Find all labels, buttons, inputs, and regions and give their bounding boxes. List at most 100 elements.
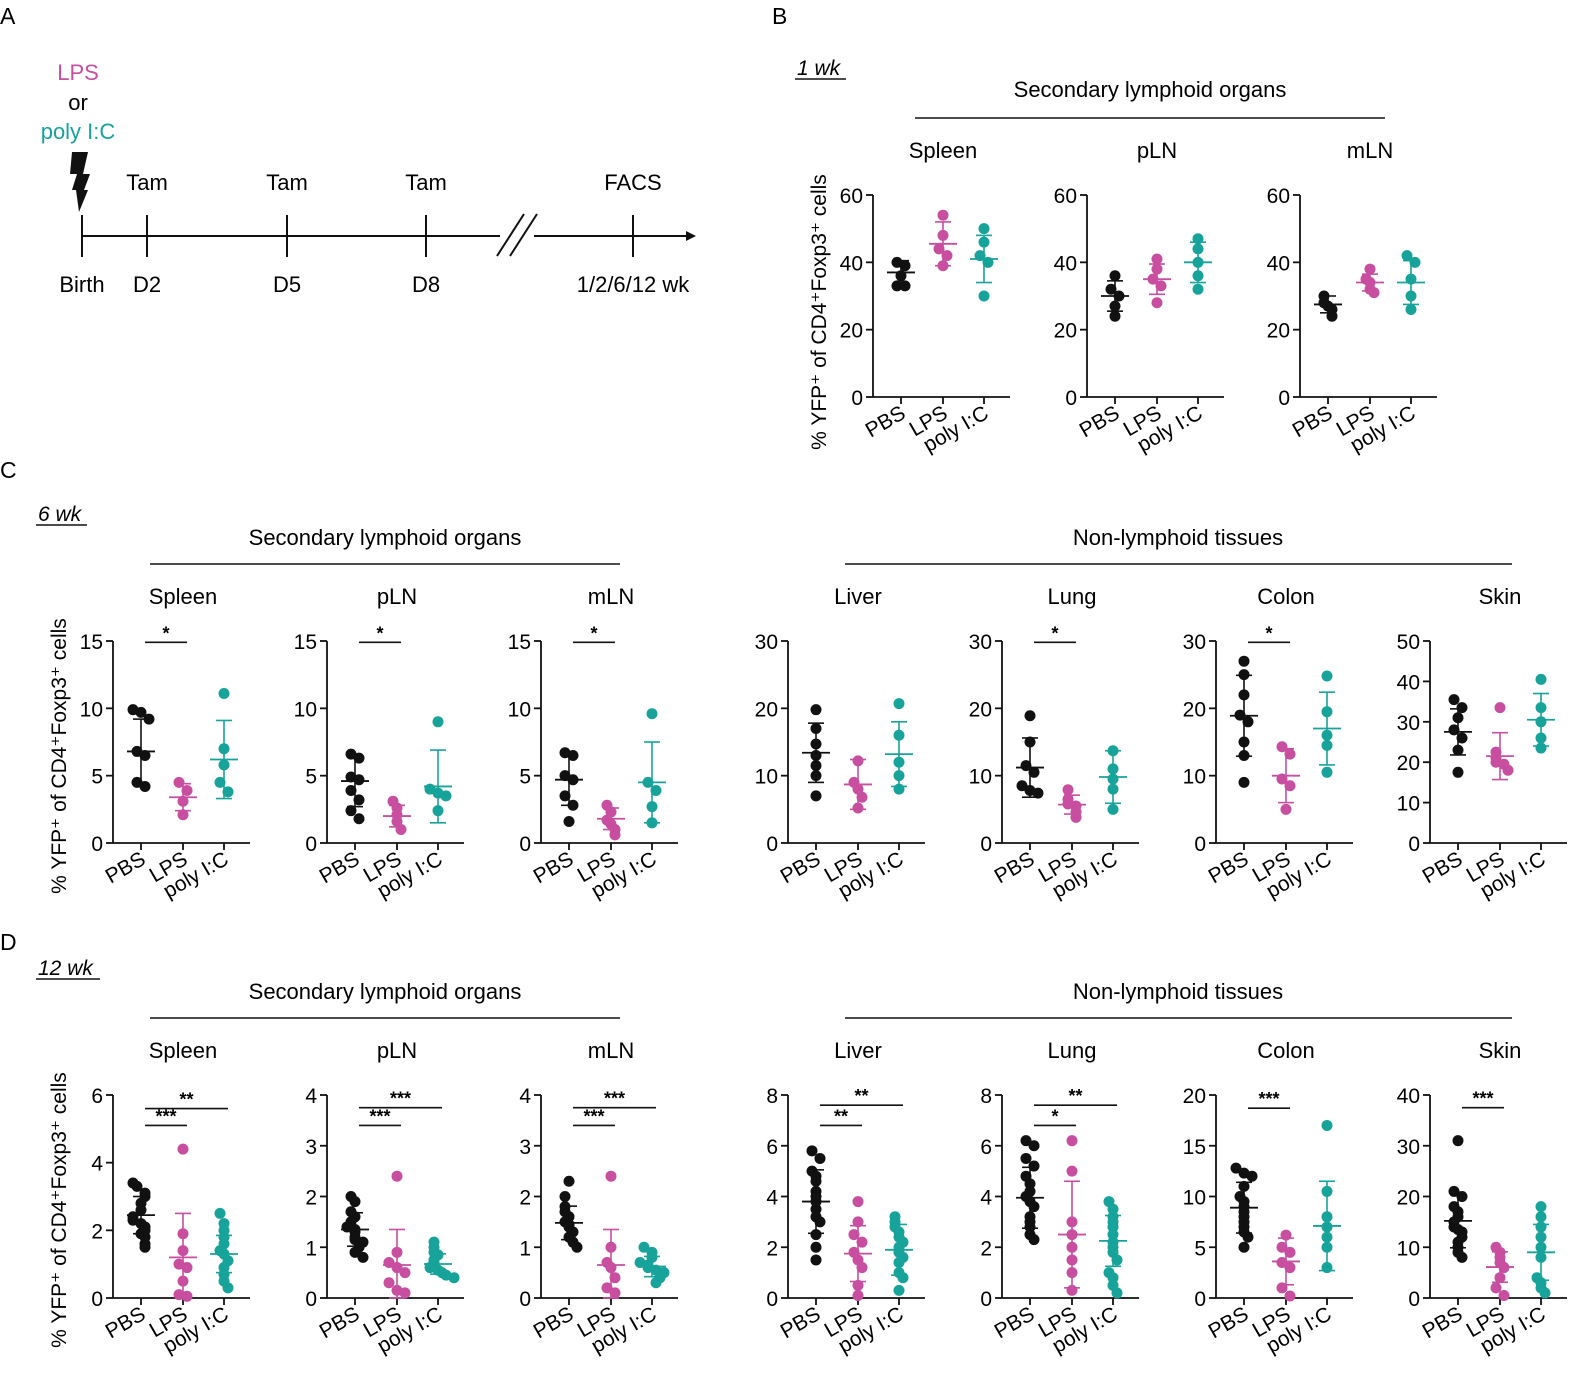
data-point-lps <box>1066 1135 1078 1147</box>
group-label-nlt: Non-lymphoid tissues <box>1073 525 1283 550</box>
y-tick-label: 1 <box>519 1237 531 1260</box>
data-point-pbs <box>567 749 579 761</box>
data-point-pbs <box>353 813 365 825</box>
significance-label: * <box>590 623 597 643</box>
chart-title: Liver <box>834 584 882 609</box>
x-tick-label: PBS <box>1076 401 1124 442</box>
y-tick-label: 5 <box>305 766 317 789</box>
significance-label: ** <box>1068 1086 1082 1106</box>
data-point-polyic <box>1192 283 1204 295</box>
data-point-pbs <box>1109 270 1121 282</box>
event-label: Tam <box>126 170 168 195</box>
data-point-lps <box>1502 764 1514 776</box>
data-point-polyic <box>1405 303 1417 315</box>
data-point-pbs <box>1230 1162 1242 1174</box>
y-tick-label: 50 <box>1397 631 1420 654</box>
data-point-polyic <box>1111 1287 1123 1299</box>
panel-c-header: C 6 wk Secondary lymphoid organs Non-lym… <box>0 457 1512 894</box>
chart-title: pLN <box>1137 138 1177 163</box>
data-point-polyic <box>214 776 226 788</box>
data-point-pbs <box>1024 710 1036 722</box>
data-point-polyic <box>978 223 990 235</box>
chart-title: Spleen <box>909 138 978 163</box>
y-tick-label: 20 <box>1397 1187 1420 1210</box>
y-axis-label: % YFP⁺ of CD4⁺Foxp3⁺ cells <box>48 618 71 894</box>
significance-label: * <box>1051 623 1058 643</box>
y-axis-label: % YFP⁺ of CD4⁺Foxp3⁺ cells <box>808 174 831 450</box>
significance-label: *** <box>390 1089 411 1109</box>
panel-d-header: D 12 wk Secondary lymphoid organs Non-ly… <box>0 929 1512 1348</box>
data-point-lps <box>852 1216 864 1228</box>
data-point-polyic <box>650 1277 662 1289</box>
data-point-lps <box>609 1287 621 1299</box>
x-tick-label: PBS <box>316 847 364 888</box>
y-tick-label: 0 <box>91 1288 103 1311</box>
panel-letter-d: D <box>0 929 17 955</box>
y-tick-label: 10 <box>969 766 992 789</box>
x-tick-label: PBS <box>991 847 1039 888</box>
y-tick-label: 2 <box>519 1187 531 1210</box>
chart-title: Spleen <box>149 584 218 609</box>
chart-title: Spleen <box>149 1038 218 1063</box>
data-point-pbs <box>139 1241 151 1253</box>
data-point-polyic <box>1535 1201 1547 1213</box>
data-point-pbs <box>1452 1135 1464 1147</box>
y-tick-label: 4 <box>980 1187 992 1210</box>
y-tick-label: 4 <box>766 1187 778 1210</box>
y-tick-label: 3 <box>305 1136 317 1159</box>
data-point-lps <box>1494 702 1506 714</box>
significance-label: ** <box>179 1090 193 1110</box>
data-point-pbs <box>559 790 571 802</box>
group-label-slo: Secondary lymphoid organs <box>249 525 522 550</box>
y-tick-label: 10 <box>1183 1187 1206 1210</box>
significance-label: *** <box>1258 1089 1279 1109</box>
y-tick-label: 10 <box>1397 1237 1420 1260</box>
data-point-lps <box>1151 297 1163 309</box>
data-point-polyic <box>646 708 658 720</box>
y-tick-label: 3 <box>519 1136 531 1159</box>
data-point-lps <box>609 829 621 841</box>
data-point-polyic <box>1321 766 1333 778</box>
data-point-lps <box>856 1236 868 1248</box>
y-tick-label: 4 <box>305 1085 317 1108</box>
data-point-polyic <box>222 786 234 798</box>
chart-title: Colon <box>1257 584 1314 609</box>
data-point-lps <box>1498 1289 1510 1301</box>
data-point-pbs <box>357 1251 369 1263</box>
data-point-pbs <box>1109 310 1121 322</box>
data-point-polyic <box>218 688 230 700</box>
data-point-polyic <box>222 1282 234 1294</box>
y-tick-label: 4 <box>519 1085 531 1108</box>
x-tick-label: PBS <box>530 847 578 888</box>
y-tick-label: 2 <box>766 1237 778 1260</box>
y-tick-label: 15 <box>294 631 317 654</box>
data-point-pbs <box>1456 702 1468 714</box>
data-point-pbs <box>1105 283 1117 295</box>
panel-letter-c: C <box>0 457 17 483</box>
y-tick-label: 20 <box>1397 752 1420 775</box>
x-tick-label: PBS <box>1205 847 1253 888</box>
timeline-break-mark <box>496 213 525 257</box>
data-point-pbs <box>1238 776 1250 788</box>
day-label: D8 <box>412 272 440 297</box>
data-point-pbs <box>571 1241 583 1253</box>
data-point-lps <box>173 776 185 788</box>
data-point-pbs <box>349 1196 361 1208</box>
y-tick-label: 5 <box>519 766 531 789</box>
data-point-lps <box>181 1262 193 1274</box>
panel-b-header: B 1 wk Secondary lymphoid organs % YFP⁺ … <box>772 3 1385 450</box>
x-tick-label: PBS <box>102 847 150 888</box>
y-tick-label: 6 <box>766 1136 778 1159</box>
y-tick-label: 0 <box>980 1288 992 1311</box>
day-label: D2 <box>133 272 161 297</box>
significance-label: *** <box>583 1106 604 1126</box>
y-tick-label: 10 <box>508 698 531 721</box>
data-point-lps <box>399 1287 411 1299</box>
panel-a: A LPS or poly I:C Tam Tam Tam FACS Birth… <box>0 3 696 297</box>
